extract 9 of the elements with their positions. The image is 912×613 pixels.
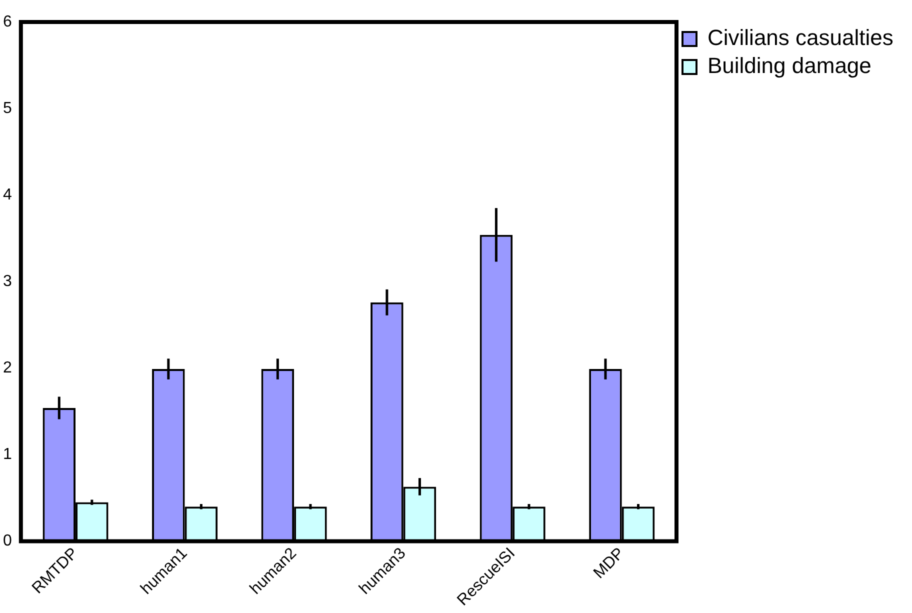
y-tick-label: 3 [2, 273, 12, 290]
legend-label: Building damage [708, 53, 872, 78]
y-tick-label: 1 [2, 446, 12, 464]
legend-label: Civilians casualties [708, 25, 894, 50]
y-tick-label: 5 [2, 100, 12, 117]
y-tick-label: 4 [2, 186, 12, 204]
y-tick-label: 0 [2, 532, 12, 550]
y-tick-label: 6 [2, 13, 12, 30]
y-tick-label: 2 [2, 360, 12, 377]
